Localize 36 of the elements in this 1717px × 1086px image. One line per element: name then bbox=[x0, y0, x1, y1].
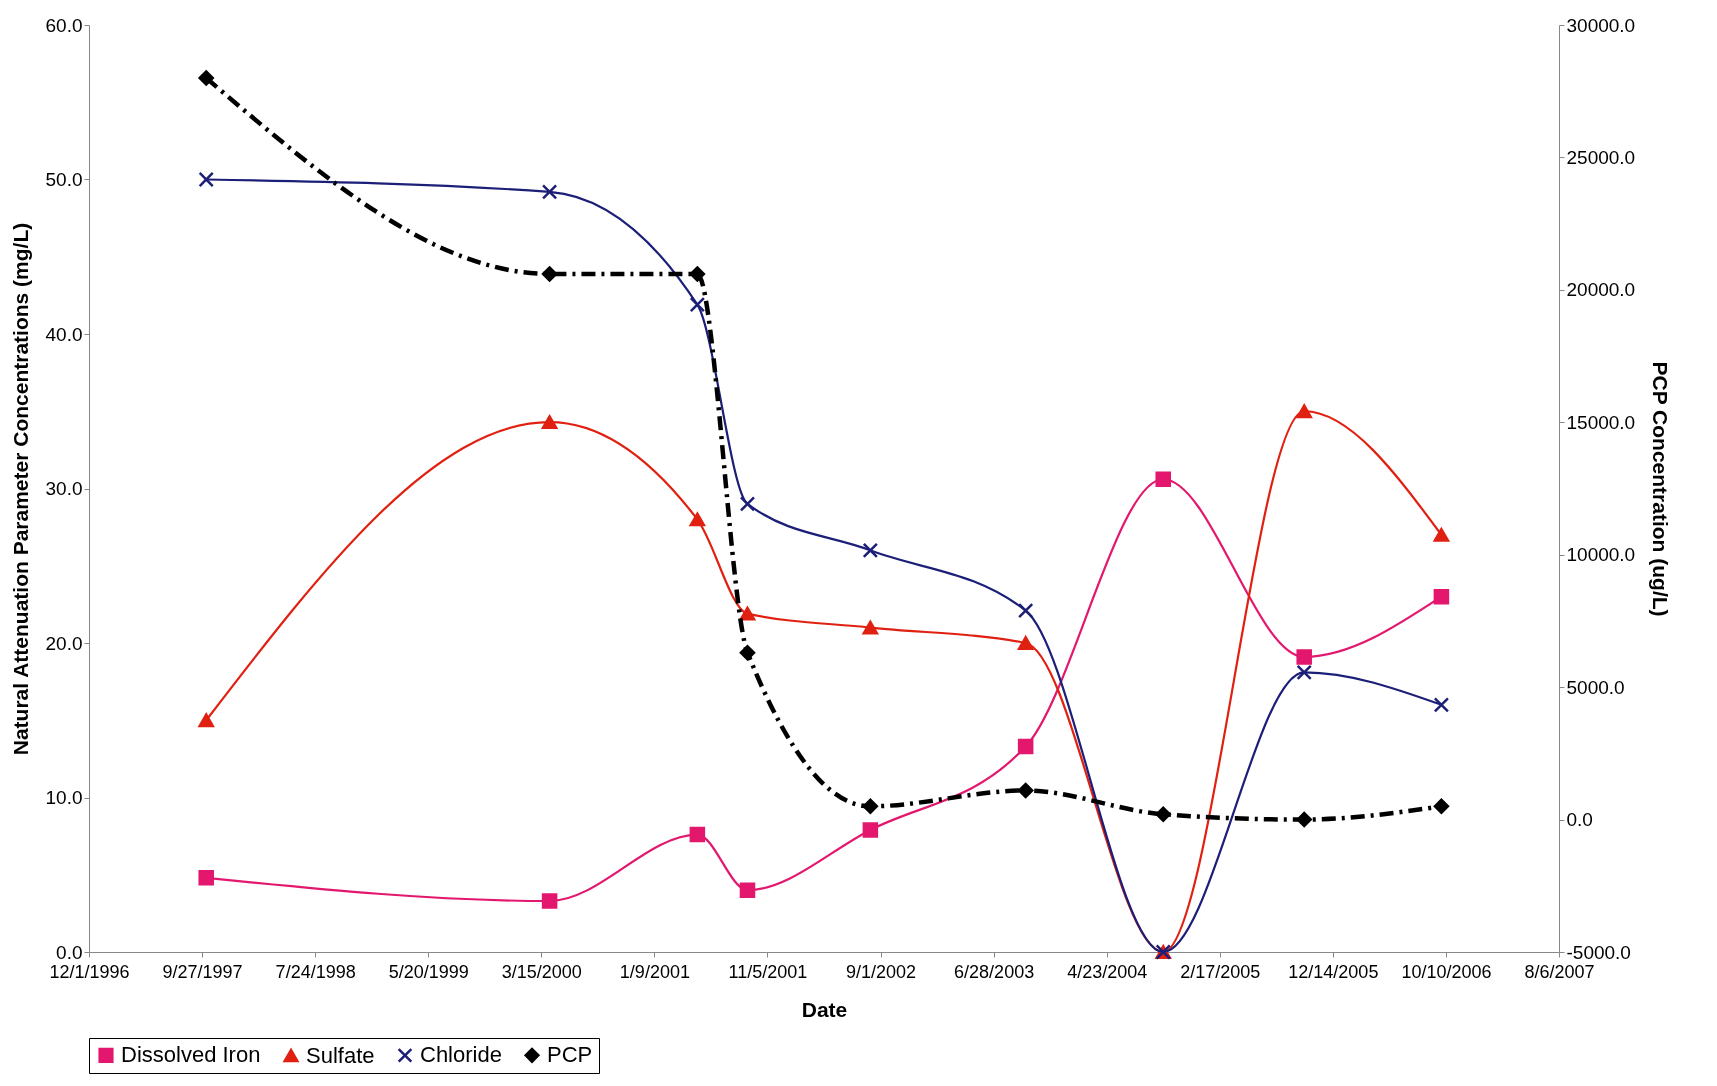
y-tick-label: 60.0 bbox=[45, 14, 83, 36]
y2-tick-label: 25000.0 bbox=[1566, 146, 1636, 168]
y-tick-label: 20.0 bbox=[45, 632, 83, 654]
legend-label: Chloride bbox=[420, 1042, 502, 1068]
legend-label: Sulfate bbox=[306, 1042, 375, 1068]
x-tick-label: 3/15/2000 bbox=[501, 961, 582, 982]
x-tick-label: 7/24/1998 bbox=[275, 961, 356, 982]
y-tick-label: 40.0 bbox=[45, 323, 83, 345]
x-axis-title: Date bbox=[801, 997, 848, 1021]
y2-tick-label: 0.0 bbox=[1566, 809, 1593, 831]
y-axis-title: Natural Attenuation Parameter Concentrations (mg/L) bbox=[8, 222, 32, 756]
y2-tick-label: 20000.0 bbox=[1566, 279, 1636, 301]
x-tick-label: 4/23/2004 bbox=[1067, 961, 1148, 982]
y2-tick-label: 30000.0 bbox=[1566, 14, 1636, 36]
y2-tick-label: -5000.0 bbox=[1566, 941, 1631, 963]
y2-tick-label: 15000.0 bbox=[1566, 411, 1636, 433]
y2-tick-label: 10000.0 bbox=[1566, 544, 1636, 566]
y-tick-label: 50.0 bbox=[45, 169, 83, 190]
y-tick-label: 0.0 bbox=[56, 941, 83, 963]
x-tick-label: 5/20/1999 bbox=[388, 961, 469, 982]
x-tick-label: 12/1/1996 bbox=[49, 961, 130, 982]
x-tick-label: 10/10/2006 bbox=[1401, 961, 1492, 982]
x-tick-label: 11/5/2001 bbox=[728, 961, 808, 982]
x-tick-label: 2/17/2005 bbox=[1180, 961, 1261, 982]
x-tick-label: 6/28/2003 bbox=[954, 961, 1035, 982]
legend-label: PCP bbox=[547, 1042, 593, 1068]
x-tick-label: 1/9/2001 bbox=[619, 961, 690, 982]
legend-label: Dissolved Iron bbox=[121, 1042, 261, 1068]
y-tick-label: 30.0 bbox=[45, 478, 83, 499]
x-tick-label: 9/27/1997 bbox=[162, 961, 243, 982]
x-tick-label: 9/1/2002 bbox=[846, 961, 917, 982]
y2-tick-label: 5000.0 bbox=[1566, 676, 1625, 698]
y-tick-label: 10.0 bbox=[45, 787, 83, 808]
x-tick-label: 8/6/2007 bbox=[1524, 961, 1595, 982]
x-tick-label: 12/14/2005 bbox=[1288, 961, 1379, 982]
y2-axis-title: PCP Concentration (ug/L) bbox=[1649, 361, 1673, 617]
